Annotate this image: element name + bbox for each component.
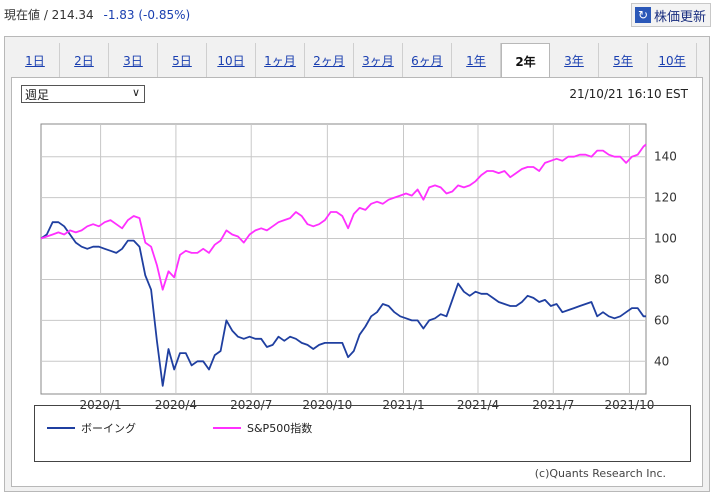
refresh-label: 株価更新: [653, 9, 706, 25]
tab-label: 10日: [217, 53, 245, 68]
y-tick-label: 120: [654, 191, 677, 205]
tab-label: 3ヶ月: [362, 53, 394, 68]
tab-4[interactable]: 10日: [207, 43, 256, 77]
tab-11[interactable]: 3年: [550, 43, 599, 77]
period-select[interactable]: 週足 ∨: [21, 85, 145, 103]
credit: (c)Quants Research Inc.: [534, 467, 666, 480]
tab-label: 10年: [658, 53, 686, 68]
series-line-0: [40, 221, 646, 387]
tab-3[interactable]: 5日: [158, 43, 207, 77]
chevron-down-icon: ∨: [131, 86, 140, 99]
legend-item-sp500: S&P500指数: [213, 420, 312, 436]
tab-5[interactable]: 1ヶ月: [256, 43, 305, 77]
tab-label: 2年: [515, 54, 536, 69]
chart-frame: 1日 2日 3日 5日 10日 1ヶ月 2ヶ月 3ヶ月 6ヶ月 1年 2年 3年 5年 10年 週足 ∨ …: [4, 36, 710, 492]
current-price: 現在値 / 214.34: [4, 8, 94, 22]
tab-10[interactable]: 2年: [501, 43, 550, 78]
tab-8[interactable]: 6ヶ月: [403, 43, 452, 77]
tab-label: 3年: [564, 53, 584, 68]
tab-label: 1ヶ月: [264, 53, 296, 68]
tab-label: 2日: [74, 53, 94, 68]
period-tabs: 1日 2日 3日 5日 10日 1ヶ月 2ヶ月 3ヶ月 6ヶ月 1年 2年 3年 5年 10年: [11, 43, 697, 78]
y-tick-label: 80: [654, 272, 669, 286]
tab-12[interactable]: 5年: [599, 43, 648, 77]
tab-13[interactable]: 10年: [648, 43, 697, 77]
refresh-price-button[interactable]: ↻ 株価更新: [630, 3, 711, 27]
tab-label: 1年: [466, 53, 486, 68]
tab-2[interactable]: 3日: [109, 43, 158, 77]
tab-label: 2ヶ月: [313, 53, 345, 68]
price-line: 現在値 / 214.34 -1.83 (-0.85%): [4, 6, 190, 23]
legend-item-boeing: ボーイング: [47, 420, 136, 436]
tab-label: 5日: [172, 53, 192, 68]
tab-9[interactable]: 1年: [452, 43, 501, 77]
tab-0[interactable]: 1日: [11, 43, 60, 77]
legend-label-sp500: S&P500指数: [247, 422, 313, 435]
legend-label-boeing: ボーイング: [81, 422, 136, 435]
y-tick-label: 100: [654, 232, 677, 246]
refresh-icon: ↻: [634, 7, 651, 23]
series-line-1: [40, 143, 647, 291]
tab-6[interactable]: 2ヶ月: [305, 43, 354, 77]
tab-7[interactable]: 3ヶ月: [354, 43, 403, 77]
y-tick-label: 40: [654, 354, 669, 368]
tab-label: 6ヶ月: [411, 53, 443, 68]
tab-label: 1日: [25, 53, 45, 68]
period-select-value: 週足: [25, 87, 50, 102]
tab-label: 3日: [123, 53, 143, 68]
legend-swatch-boeing: [47, 427, 75, 429]
legend: ボーイング S&P500指数: [34, 405, 691, 462]
legend-swatch-sp500: [213, 427, 241, 429]
chart-panel: 週足 ∨ 21/10/21 16:10 EST 40 60 80 100 120 140 2…: [11, 77, 703, 487]
y-tick-label: 140: [654, 150, 677, 164]
top-bar: 現在値 / 214.34 -1.83 (-0.85%) ↻ 株価更新: [0, 0, 713, 28]
price-change: -1.83 (-0.85%): [103, 8, 191, 22]
tab-1[interactable]: 2日: [60, 43, 109, 77]
y-tick-label: 60: [654, 313, 669, 327]
timestamp: 21/10/21 16:10 EST: [569, 87, 688, 101]
tab-label: 5年: [613, 53, 633, 68]
plot-area: [40, 123, 647, 395]
